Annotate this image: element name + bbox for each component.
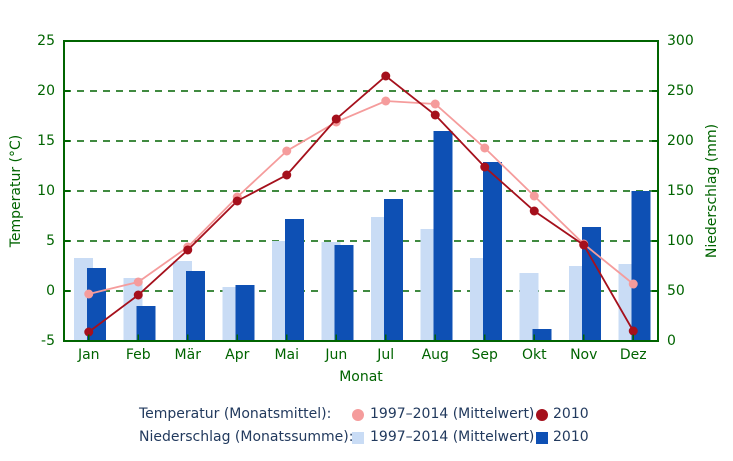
precip-bar <box>334 245 354 341</box>
x-tick-label: Sep <box>471 347 498 363</box>
y-left-tick-label: 5 <box>46 233 55 249</box>
temp-point <box>232 196 242 206</box>
x-tick-label: Jun <box>325 347 348 363</box>
y-right-tick-label: 100 <box>667 233 694 249</box>
x-tick-label: Okt <box>521 347 547 363</box>
temp-mean-marker-icon <box>352 409 364 421</box>
temp-point <box>84 327 94 337</box>
y-right-tick-label: 300 <box>667 33 694 49</box>
temp-point <box>381 71 391 81</box>
x-tick-label: Nov <box>570 347 598 363</box>
temp-point <box>480 143 490 153</box>
x-tick-label: Apr <box>225 347 250 363</box>
plot-border <box>63 40 659 342</box>
y-left-tick-label: 25 <box>37 33 55 49</box>
precip-bar <box>581 227 601 341</box>
legend-row-temperature: Temperatur (Monatsmittel): 1997–2014 (Mi… <box>0 406 733 424</box>
temp-line <box>88 100 634 295</box>
x-tick-label: Mai <box>274 347 300 363</box>
legend-precip-mean-text: 1997–2014 (Mittelwert) <box>370 429 535 445</box>
x-tick-label: Feb <box>125 347 151 363</box>
temp-point <box>133 277 143 287</box>
y-left-tick-label: 10 <box>37 183 55 199</box>
y-right-tick-label: 50 <box>667 283 685 299</box>
y-right-tick-label: 150 <box>667 183 694 199</box>
precip-bar <box>482 162 502 341</box>
y-left-tick-label: 0 <box>46 283 55 299</box>
temp-point <box>529 206 539 216</box>
temp-point <box>331 114 341 124</box>
legend-temp-2010-text: 2010 <box>553 406 589 422</box>
temp-point <box>381 96 391 106</box>
precip-bar <box>519 273 539 341</box>
temp-point <box>628 326 638 336</box>
precip-bar <box>136 306 156 341</box>
y-left-tick-label: 15 <box>37 133 55 149</box>
temp-point <box>430 110 440 120</box>
legend-row-precipitation: Niederschlag (Monatssumme): 1997–2014 (M… <box>0 429 733 447</box>
x-tick-label: Mär <box>174 347 201 363</box>
y-left-tick-label: -5 <box>41 333 55 349</box>
y-left-tick-label: 20 <box>37 83 55 99</box>
y-right-tick-label: 0 <box>667 333 676 349</box>
temp-point <box>529 191 539 201</box>
temp-point <box>84 289 94 299</box>
temp-point <box>183 245 193 255</box>
y-right-tick-label: 250 <box>667 83 694 99</box>
temp-point <box>480 162 490 172</box>
precip-2010-marker-icon <box>536 432 548 444</box>
x-tick-label: Dez <box>619 347 647 363</box>
legend-temperature-label: Temperatur (Monatsmittel): <box>139 406 332 422</box>
precip-bar <box>284 219 304 341</box>
precip-bar <box>532 329 552 341</box>
temp-point <box>579 240 589 250</box>
precip-bar <box>433 131 453 341</box>
precip-bar <box>631 191 651 341</box>
y-right-tick-label: 200 <box>667 133 694 149</box>
legend-precipitation-label: Niederschlag (Monatssumme): <box>139 429 354 445</box>
legend-temp-mean-text: 1997–2014 (Mittelwert) <box>370 406 535 422</box>
temp-2010-marker-icon <box>536 409 548 421</box>
temp-point <box>133 290 143 300</box>
x-tick-label: Jan <box>77 347 100 363</box>
x-tick-label: Aug <box>421 347 449 363</box>
precip-bar <box>185 271 205 341</box>
x-axis-title: Monat <box>339 369 383 385</box>
temp-line <box>88 74 635 333</box>
precip-bar <box>235 285 255 341</box>
x-tick-label: Jul <box>377 347 395 363</box>
temp-point <box>282 170 292 180</box>
temp-point <box>430 99 440 109</box>
temp-point <box>282 146 292 156</box>
legend-precip-2010-text: 2010 <box>553 429 589 445</box>
precip-mean-marker-icon <box>352 432 364 444</box>
temp-point <box>628 279 638 289</box>
precip-bar <box>383 199 403 341</box>
